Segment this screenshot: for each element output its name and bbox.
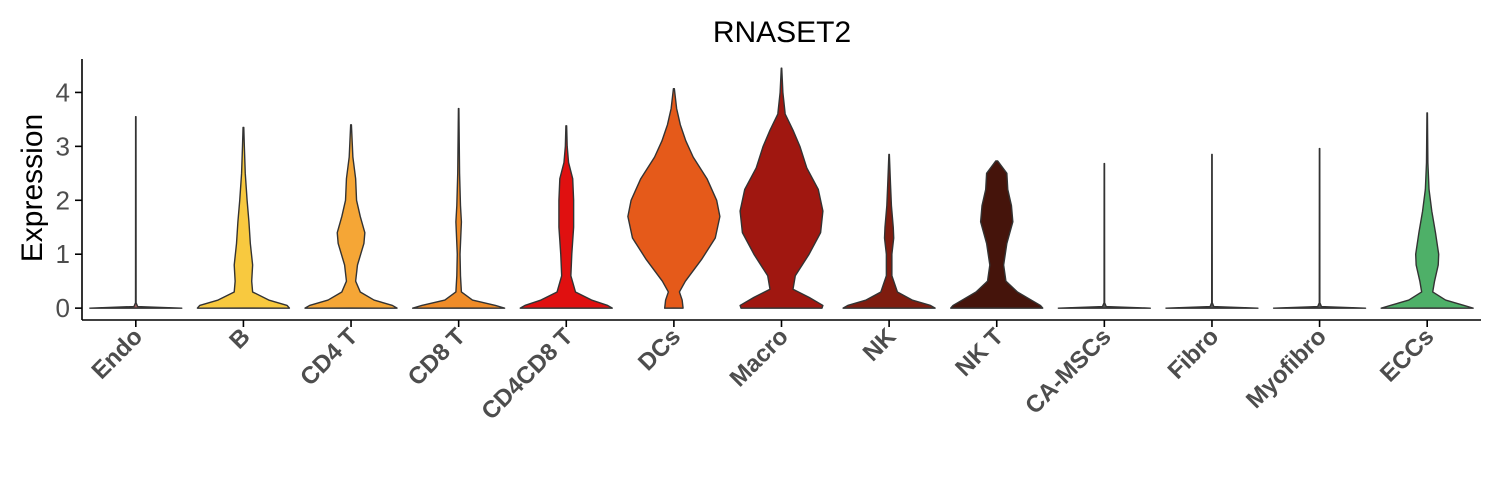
violin-cd4-t	[304, 124, 398, 309]
x-tick-label: NK	[858, 323, 902, 367]
x-ticks-group: Endo B CD4 T CD8 T CD4CD8 T DCs Macro NK NK T CA-…	[87, 320, 1439, 425]
x-tick-label: CD4 T	[295, 323, 363, 391]
x-tick-label: CD8 T	[403, 323, 471, 391]
chart-title: RNASET2	[713, 16, 851, 49]
y-axis-label: Expression	[16, 114, 49, 262]
violin-dcs	[627, 87, 721, 309]
x-tick-label: Fibro	[1163, 323, 1225, 385]
violin-b	[196, 126, 291, 309]
x-tick-label: ECCs	[1375, 323, 1439, 387]
violin-cd4cd8-t	[519, 125, 613, 309]
violin-nk-t	[950, 160, 1044, 309]
violin-endo	[89, 116, 183, 309]
y-tick-label: 3	[56, 131, 70, 161]
violin-macro	[739, 67, 824, 309]
x-tick-label: B	[224, 323, 255, 354]
violin-nk	[842, 153, 936, 309]
x-tick-label: Endo	[87, 323, 149, 385]
violin-ca-mscs	[1057, 162, 1152, 309]
x-tick-label: Macro	[725, 323, 794, 392]
x-tick-label: CA-MSCs	[1020, 323, 1116, 419]
violin-myofibro	[1272, 147, 1367, 309]
y-tick-label: 1	[56, 239, 70, 269]
x-tick-label: NK T	[950, 323, 1009, 382]
x-tick-label: DCs	[633, 323, 686, 376]
violin-cd8-t	[411, 107, 506, 309]
x-tick-label: CD4CD8 T	[476, 323, 578, 425]
violins-group	[89, 67, 1474, 309]
x-tick-label: Myofibro	[1241, 323, 1332, 414]
y-tick-label: 4	[56, 77, 70, 107]
y-ticks-group: 0 1 2 3 4	[56, 77, 82, 323]
y-tick-label: 2	[56, 185, 70, 215]
violin-eccs	[1380, 112, 1474, 309]
violin-fibro	[1165, 153, 1259, 309]
y-tick-label: 0	[56, 293, 70, 323]
